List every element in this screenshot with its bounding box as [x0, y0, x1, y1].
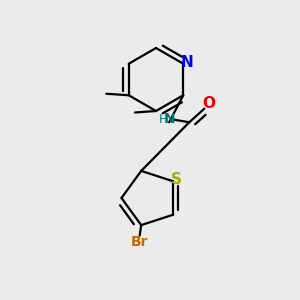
- Text: O: O: [202, 96, 215, 111]
- Text: H: H: [159, 113, 169, 126]
- Text: S: S: [171, 172, 182, 187]
- Text: N: N: [181, 55, 193, 70]
- Text: Br: Br: [131, 235, 148, 249]
- Text: N: N: [164, 112, 175, 126]
